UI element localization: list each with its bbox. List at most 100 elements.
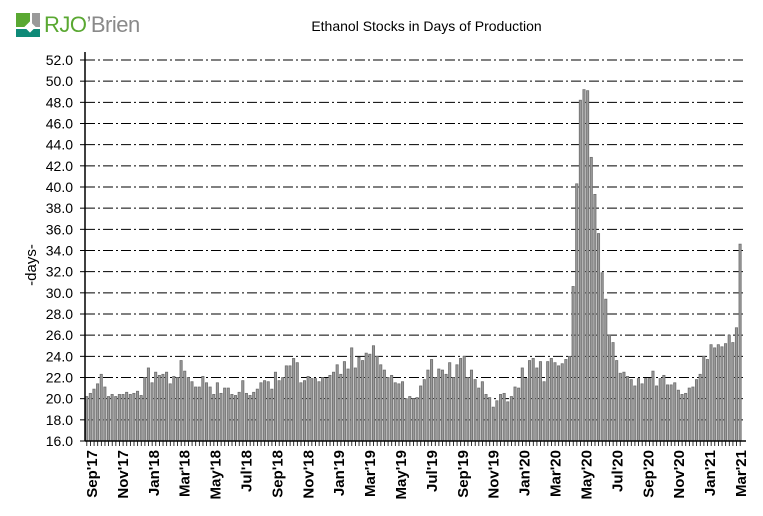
bar — [204, 382, 209, 442]
bar — [713, 347, 717, 442]
x-tick-label: Jul'18 — [238, 450, 255, 492]
bar — [375, 355, 379, 442]
bar — [622, 371, 626, 442]
bar — [161, 373, 165, 442]
bar — [226, 387, 230, 442]
bar — [390, 374, 394, 442]
bar — [691, 386, 695, 442]
bar — [553, 362, 557, 442]
bar — [655, 385, 659, 442]
bar — [150, 382, 154, 442]
x-tick-label: Jan'19 — [331, 450, 348, 496]
bar — [528, 360, 532, 442]
bar — [651, 370, 655, 442]
bar — [244, 392, 248, 442]
bar — [734, 327, 738, 442]
bar — [517, 387, 521, 442]
bar — [382, 369, 386, 442]
y-tick-label: 18.0 — [46, 412, 73, 428]
bar — [455, 364, 459, 442]
y-tick-label: 50.0 — [46, 73, 73, 89]
x-tick-label: Sep'18 — [269, 450, 286, 498]
bar — [589, 156, 593, 442]
bar — [426, 369, 430, 442]
bar — [684, 392, 688, 442]
bar — [665, 384, 670, 442]
bar — [571, 286, 575, 442]
bar — [582, 89, 586, 442]
bar — [219, 392, 223, 442]
bar — [720, 346, 724, 442]
bar — [324, 378, 328, 442]
bar — [502, 392, 506, 442]
y-tick-label: 46.0 — [46, 116, 73, 132]
bar — [411, 398, 415, 442]
bar — [342, 361, 346, 442]
bar — [680, 394, 684, 442]
x-tick-label: Mar'18 — [177, 450, 194, 497]
y-tick-label: 44.0 — [46, 137, 73, 153]
bar — [313, 378, 317, 442]
bar — [364, 352, 368, 442]
bar — [393, 382, 397, 442]
x-tick-label: Sep'20 — [640, 450, 657, 498]
bar — [546, 361, 550, 442]
bar — [371, 345, 375, 442]
bar — [128, 394, 132, 442]
bar — [658, 378, 662, 442]
bar — [255, 388, 259, 442]
bar — [531, 358, 535, 442]
bar — [408, 396, 412, 442]
bar — [230, 394, 234, 442]
x-tick-label: Nov'19 — [486, 450, 503, 499]
x-tick-label: Jan'18 — [146, 450, 163, 496]
bar — [277, 380, 281, 442]
bar — [241, 380, 245, 442]
bar — [480, 381, 484, 442]
bar — [615, 360, 619, 442]
logo-mark-icon — [16, 13, 40, 37]
bar — [223, 387, 227, 442]
bar — [488, 397, 492, 442]
bar — [633, 385, 637, 442]
bar — [179, 360, 183, 442]
x-tick-label: Jan'21 — [702, 450, 719, 496]
bar — [459, 358, 463, 442]
bar — [332, 371, 336, 442]
bar — [310, 378, 314, 442]
bar — [168, 383, 172, 442]
bar — [564, 359, 568, 442]
bar — [353, 367, 357, 442]
bar — [557, 365, 561, 442]
bar — [266, 381, 270, 442]
bar — [96, 383, 100, 442]
bar — [328, 374, 332, 442]
bar — [506, 401, 510, 442]
y-axis-label: -days- — [23, 244, 40, 286]
bar — [110, 394, 114, 442]
bar — [538, 361, 542, 442]
bar — [727, 334, 731, 442]
x-tick-label: May'20 — [578, 450, 595, 499]
bar — [542, 381, 546, 442]
bar — [121, 394, 125, 442]
bar — [607, 334, 611, 442]
bar — [520, 367, 524, 442]
bar — [88, 392, 92, 442]
bar — [157, 374, 161, 442]
bar — [270, 388, 274, 442]
bar — [234, 395, 238, 442]
x-tick-label: Mar'21 — [733, 450, 750, 497]
y-tick-label: 22.0 — [46, 370, 73, 386]
bar — [709, 344, 713, 442]
bar — [201, 376, 205, 442]
y-tick-label: 16.0 — [46, 433, 73, 449]
bar — [321, 377, 325, 442]
bar — [281, 377, 285, 442]
bar — [647, 378, 651, 442]
bar — [125, 391, 129, 442]
bar — [357, 356, 361, 442]
bar — [139, 395, 143, 442]
